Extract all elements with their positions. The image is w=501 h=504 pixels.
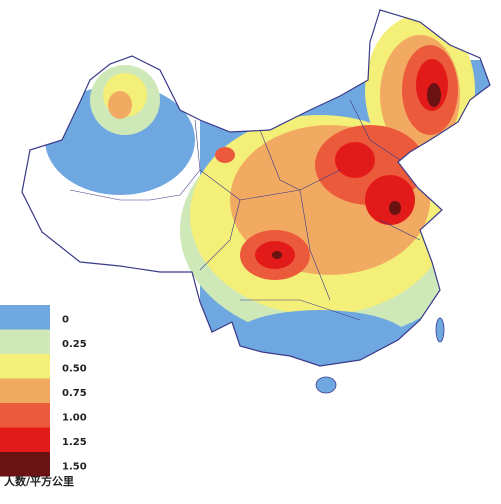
legend-swatch bbox=[0, 427, 50, 452]
legend-swatch bbox=[0, 329, 50, 354]
legend-label: 1.00 bbox=[62, 412, 87, 423]
country-border bbox=[21, 9, 491, 367]
legend: 0 0.25 0.50 0.75 1.00 1.25 1.50 bbox=[0, 305, 87, 477]
legend-label: 0.75 bbox=[62, 388, 87, 399]
legend-label: 1.25 bbox=[62, 437, 87, 448]
taiwan bbox=[435, 317, 445, 343]
legend-label: 0 bbox=[62, 314, 69, 325]
legend-label: 0.25 bbox=[62, 339, 87, 350]
hainan bbox=[315, 376, 337, 394]
legend-swatch bbox=[0, 403, 50, 428]
legend-swatch bbox=[0, 378, 50, 403]
legend-label: 1.50 bbox=[62, 461, 87, 472]
legend-swatch bbox=[0, 305, 50, 330]
legend-swatch bbox=[0, 354, 50, 379]
legend-swatch bbox=[0, 452, 50, 477]
province-borders bbox=[69, 99, 421, 321]
legend-label: 0.50 bbox=[62, 363, 87, 374]
legend-title: 人数/平方公里 bbox=[4, 474, 74, 488]
